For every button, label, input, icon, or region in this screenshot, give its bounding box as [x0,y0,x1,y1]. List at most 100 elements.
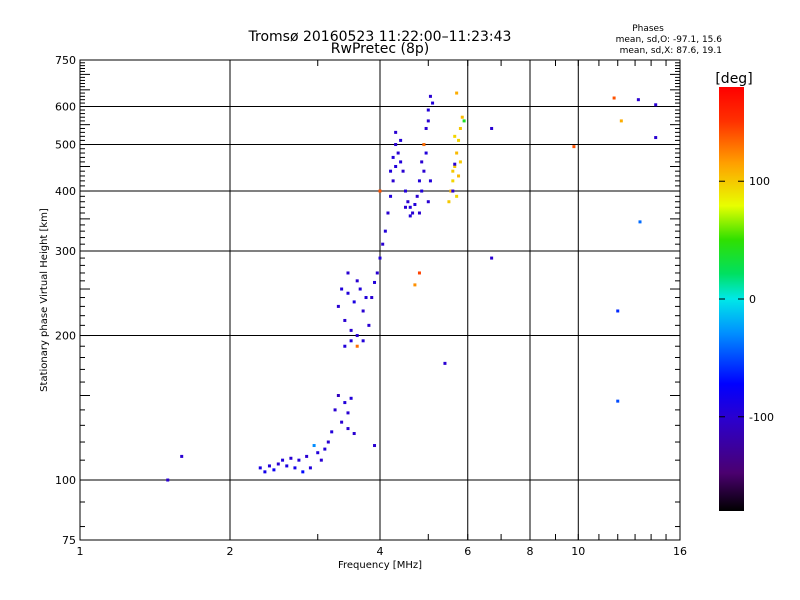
colorbar-tick-label: 100 [749,175,770,188]
data-point [458,126,462,130]
data-point [455,194,459,198]
data-point [654,103,658,107]
data-point [285,464,289,468]
data-point [403,205,407,209]
data-point [453,162,457,166]
data-point [346,427,350,431]
data-point [301,470,305,474]
data-point [396,151,400,155]
data-point [636,98,640,102]
data-point [422,143,426,147]
data-point [449,189,453,193]
data-point [612,96,616,100]
data-point [346,291,350,295]
data-point [616,399,620,403]
data-point [389,194,393,198]
x-tick-label: 10 [571,545,585,558]
chart-title: Tromsø 20160523 11:22:00–11:23:43 [248,29,512,45]
data-point [378,189,382,193]
data-point [340,287,344,291]
data-point [413,202,417,206]
data-point [333,408,337,412]
data-point [267,464,271,468]
x-tick-label: 4 [377,545,384,558]
data-point [619,119,623,123]
data-point [411,211,415,215]
data-point [417,271,421,275]
data-point [349,396,353,400]
data-point [308,466,312,470]
colorbar-tick-label: -100 [749,411,774,424]
data-point [358,287,362,291]
data-point [401,169,405,173]
data-point [413,283,417,287]
data-point [381,242,385,246]
data-point [263,470,267,474]
y-tick-label: 300 [55,245,76,258]
data-point [572,145,576,149]
data-point [312,444,316,448]
data-point [258,466,262,470]
data-point [428,94,432,98]
data-point [399,138,403,142]
data-point [276,462,280,466]
data-point [323,447,327,451]
data-point [453,134,457,138]
x-tick-label: 16 [673,545,687,558]
y-tick-label: 200 [55,330,76,343]
data-point [326,440,330,444]
colorbar-ticks: 100 0 -100 [719,175,774,424]
colorbar-label: [deg] [715,71,752,87]
data-point [616,309,620,313]
data-point [293,466,297,470]
data-point [364,296,368,300]
stats-o-mode: mean, sd,O: -97.1, 15.6 [616,35,723,45]
data-point [424,151,428,155]
data-point [460,115,464,119]
data-point [289,456,293,460]
data-point [367,323,371,327]
data-point [386,211,390,215]
data-point [319,458,323,462]
data-point [408,214,412,218]
data-point [453,164,457,168]
x-axis-label: Frequency [MHz] [338,560,422,571]
data-points [166,91,658,482]
colorbar-tick-label: 0 [749,293,756,306]
data-point [424,126,428,130]
data-point [394,164,398,168]
data-point [343,344,347,348]
data-point [180,454,184,458]
data-point [443,361,447,365]
data-point [297,458,301,462]
data-point [355,344,359,348]
data-point [654,136,658,140]
y-tick-labels: 75 100 200 300 400 500 600 750 [55,54,76,547]
data-point [415,194,419,198]
data-point [316,451,320,455]
data-point [406,200,410,204]
data-point [349,339,353,343]
data-point [361,339,365,343]
data-point [451,179,455,183]
data-point [340,420,344,424]
data-point [373,444,377,448]
data-point [420,189,424,193]
data-point [451,189,455,193]
data-point [431,101,435,105]
data-point [355,334,359,338]
data-point [361,309,365,313]
data-point [458,160,462,164]
y-tick-label: 500 [55,139,76,152]
stats-header: Phases [632,24,664,34]
x-tick-labels: 1 2 4 6 8 10 16 [77,545,688,558]
y-tick-label: 100 [55,474,76,487]
data-point [352,432,356,436]
data-point [166,478,170,482]
data-point [422,169,426,173]
data-point [378,256,382,260]
data-point [391,179,395,183]
data-point [272,468,276,472]
data-point [370,296,374,300]
